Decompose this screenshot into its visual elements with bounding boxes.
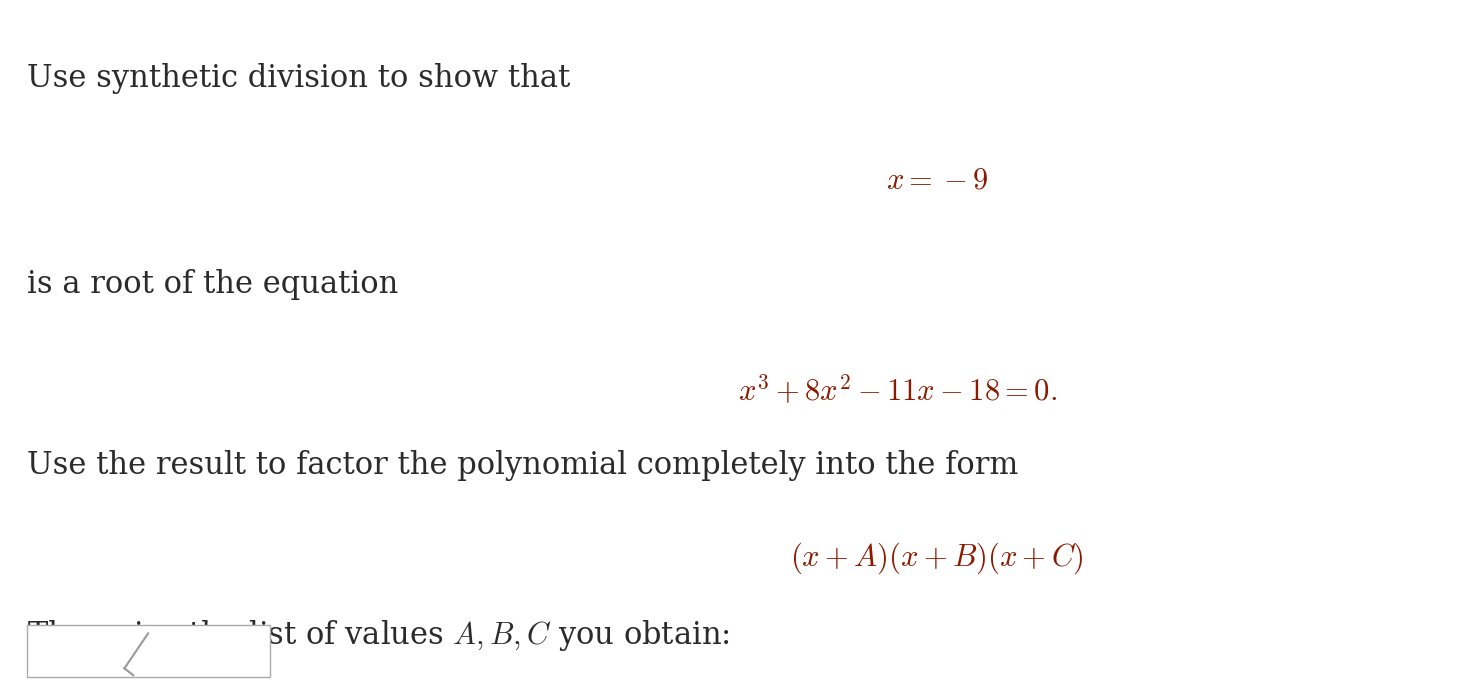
Text: $x = -9$: $x = -9$ [886, 164, 988, 195]
FancyBboxPatch shape [27, 625, 270, 677]
Text: $(x + A)(x + B)(x + C)$: $(x + A)(x + B)(x + C)$ [790, 541, 1084, 577]
Text: Use the result to factor the polynomial completely into the form: Use the result to factor the polynomial … [27, 450, 1018, 481]
Text: is a root of the equation: is a root of the equation [27, 269, 397, 299]
Text: $x^3 + 8x^2 - 11x - 18 = 0.$: $x^3 + 8x^2 - 11x - 18 = 0.$ [738, 373, 1058, 408]
Text: Then give the list of values $A, B, C$ you obtain:: Then give the list of values $A, B, C$ y… [27, 618, 730, 653]
Text: Use synthetic division to show that: Use synthetic division to show that [27, 63, 570, 94]
